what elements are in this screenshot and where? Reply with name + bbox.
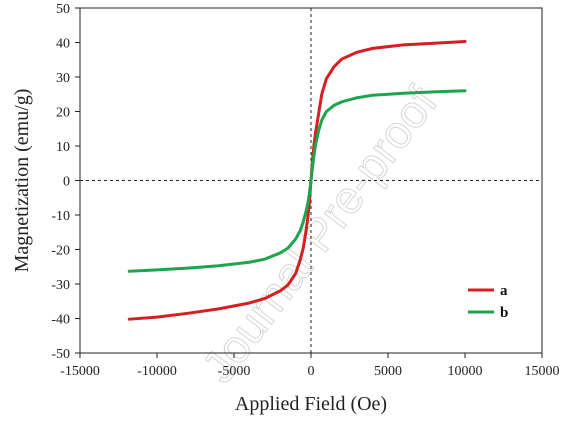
y-tick-label: -20 — [51, 244, 70, 259]
y-tick-label: 50 — [56, 2, 70, 17]
y-tick-label: 0 — [63, 175, 70, 190]
y-tick-label: -40 — [51, 313, 70, 328]
x-tick-label: 0 — [308, 364, 315, 379]
legend: ab — [468, 283, 508, 321]
series-line-b — [127, 89, 467, 273]
x-tick-label: -10000 — [137, 364, 177, 379]
y-tick-label: 10 — [56, 140, 70, 155]
x-tick-label: 15000 — [525, 364, 560, 379]
x-tick-label: 5000 — [374, 364, 402, 379]
legend-label-b: b — [500, 305, 508, 321]
y-tick-label: -50 — [51, 347, 70, 362]
y-tick-label: -10 — [51, 209, 70, 224]
y-tick-label: 20 — [56, 106, 70, 121]
x-tick-label: -5000 — [218, 364, 251, 379]
legend-label-a: a — [500, 283, 508, 299]
series-layer — [127, 39, 467, 321]
y-tick-label: 40 — [56, 37, 70, 52]
y-axis-title: Magnetization (emu/g) — [11, 89, 33, 273]
x-axis-title: Applied Field (Oe) — [235, 393, 387, 415]
x-tick-label: -15000 — [60, 364, 100, 379]
x-axis-ticks: -15000 -10000 -5000 0 5000 10000 15000 — [60, 353, 560, 379]
y-tick-label: 30 — [56, 71, 70, 86]
x-tick-label: 10000 — [448, 364, 483, 379]
y-axis-ticks: -50 -40 -30 -20 -10 0 10 20 30 40 50 — [51, 2, 80, 362]
y-tick-label: -30 — [51, 278, 70, 293]
